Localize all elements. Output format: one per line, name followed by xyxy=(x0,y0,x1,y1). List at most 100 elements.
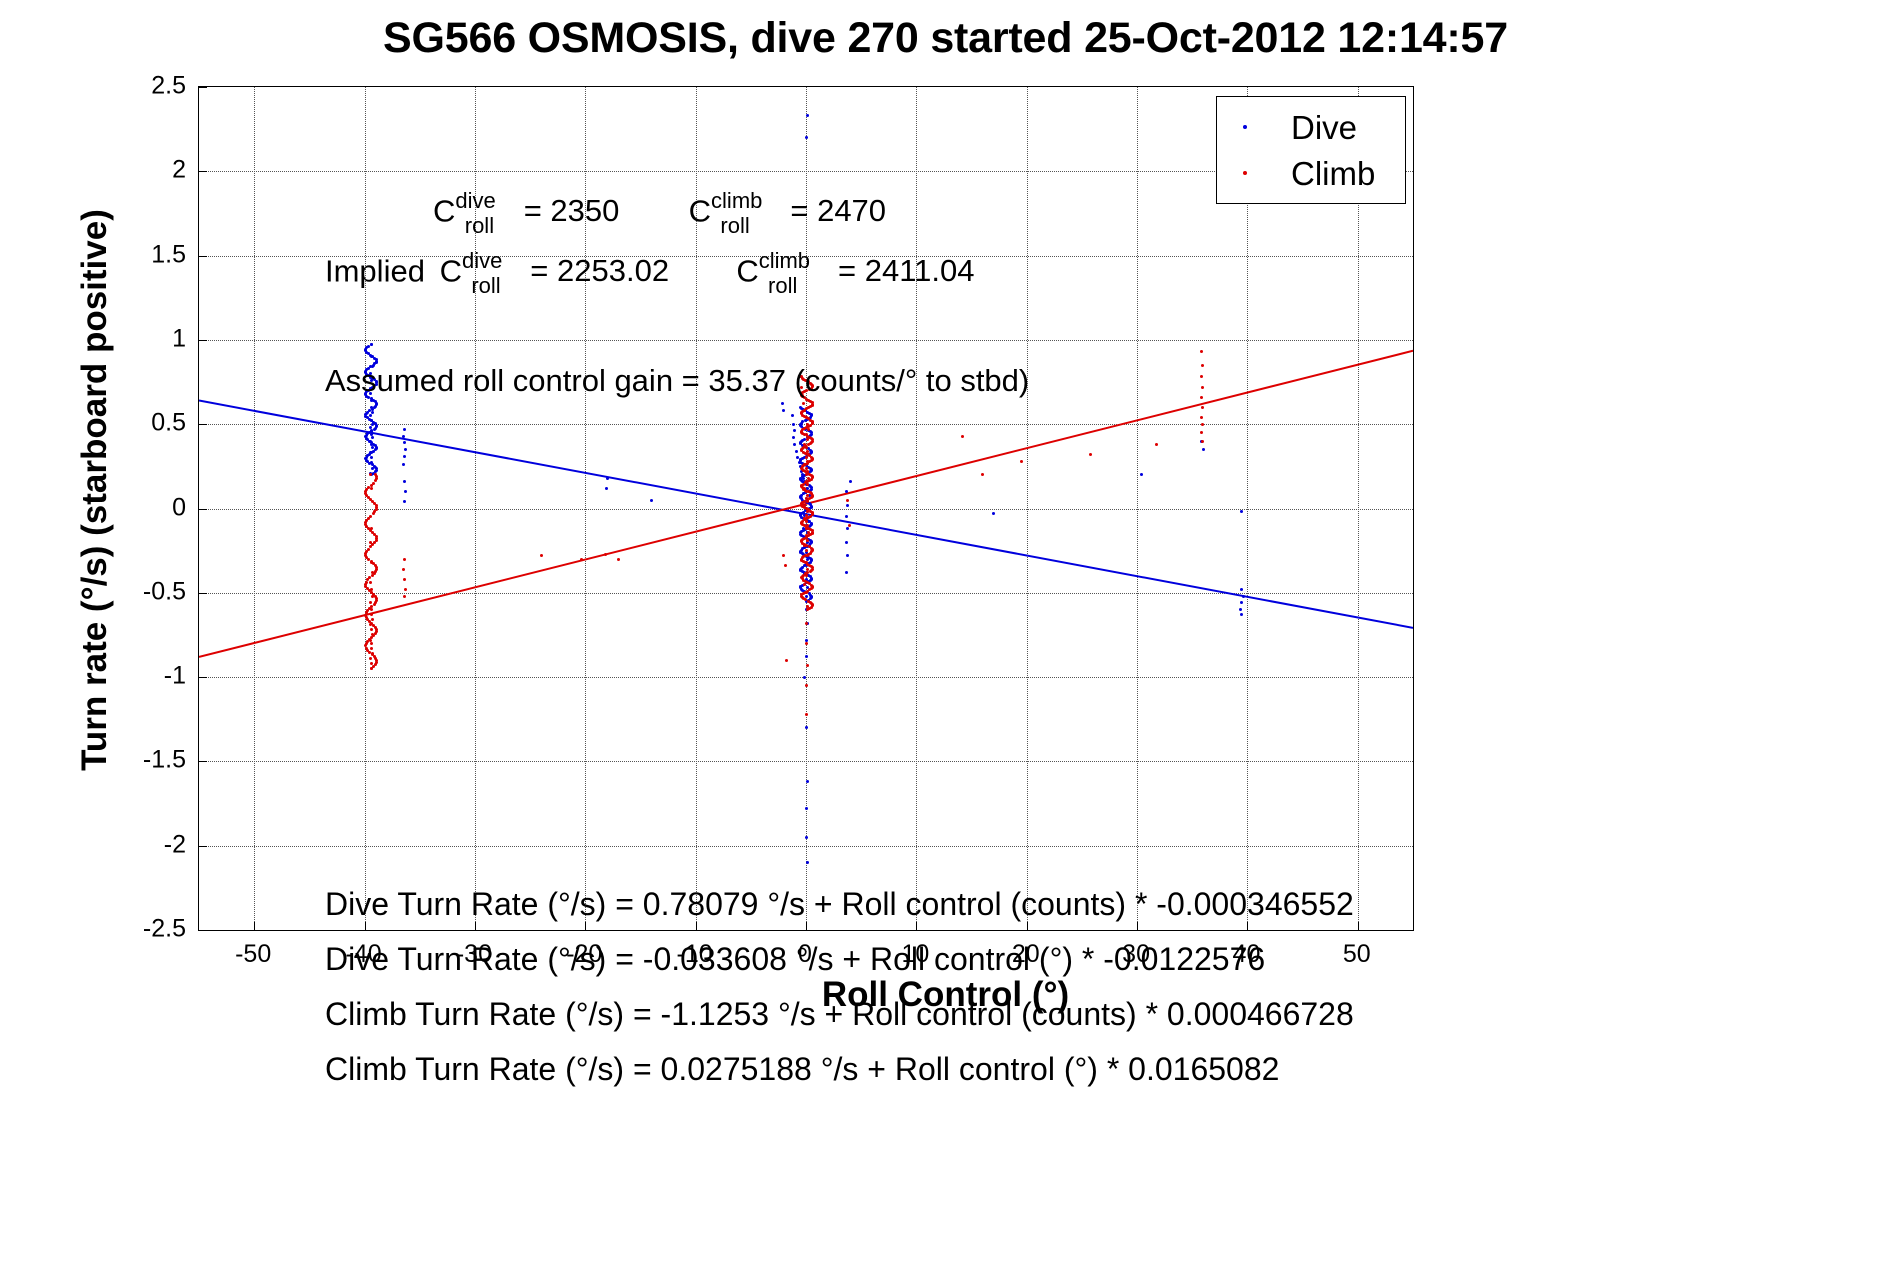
scatter-point-climb xyxy=(810,419,814,423)
scatter-point-climb xyxy=(811,567,815,571)
scatter-point-climb xyxy=(810,382,814,386)
scatter-point-climb xyxy=(801,432,805,436)
scatter-point-dive xyxy=(374,404,378,408)
scatter-point-climb xyxy=(805,539,809,543)
scatter-point-climb xyxy=(804,466,808,470)
scatter-point-dive xyxy=(372,406,376,410)
scatter-point-climb xyxy=(806,599,810,603)
scatter-point-climb xyxy=(805,434,809,438)
scatter-point-climb xyxy=(374,566,378,570)
legend-item-climb[interactable]: Climb xyxy=(1217,150,1405,196)
scatter-point-dive xyxy=(366,388,370,392)
scatter-point-climb xyxy=(373,479,377,483)
scatter-point-climb xyxy=(805,459,809,463)
x-tick-label: -50 xyxy=(235,940,272,968)
scatter-point-dive xyxy=(365,390,369,394)
scatter-point-dive xyxy=(809,575,812,579)
scatter-point-climb xyxy=(803,462,807,466)
scatter-point-climb xyxy=(802,427,806,431)
scatter-point-climb xyxy=(1199,350,1203,354)
scatter-point-climb xyxy=(802,408,806,412)
scatter-point-dive xyxy=(1239,608,1243,612)
scatter-point-dive xyxy=(365,438,369,442)
scatter-point-climb xyxy=(364,611,368,615)
scatter-point-climb xyxy=(374,660,378,664)
scatter-point-climb xyxy=(805,480,809,484)
scatter-point-climb xyxy=(801,391,805,395)
scatter-point-climb xyxy=(372,623,376,627)
scatter-point-climb xyxy=(805,510,809,514)
scatter-point-climb xyxy=(809,565,813,569)
scatter-point-climb xyxy=(805,449,809,453)
scatter-point-dive xyxy=(992,512,996,516)
scatter-point-climb xyxy=(800,557,804,561)
scatter-point-climb xyxy=(364,553,368,557)
scatter-point-dive xyxy=(799,587,803,591)
scatter-point-climb xyxy=(800,376,804,380)
scatter-point-dive xyxy=(802,476,806,480)
scatter-point-climb xyxy=(846,498,850,502)
scatter-point-dive xyxy=(808,448,812,452)
scatter-point-climb xyxy=(369,646,373,650)
scatter-point-climb xyxy=(374,539,378,543)
scatter-point-climb xyxy=(800,385,804,389)
scatter-point-dive xyxy=(374,444,378,448)
scatter-point-climb xyxy=(809,605,813,609)
scatter-point-dive xyxy=(368,471,372,475)
scatter-point-climb xyxy=(811,530,815,534)
scatter-point-dive xyxy=(1140,473,1143,477)
scatter-point-climb xyxy=(369,527,373,531)
scatter-point-climb xyxy=(805,604,809,608)
scatter-point-dive xyxy=(372,442,376,446)
legend-climb-label: Climb xyxy=(1291,154,1376,192)
scatter-point-dive xyxy=(369,461,373,465)
scatter-point-dive xyxy=(374,426,378,430)
scatter-point-dive xyxy=(364,458,368,462)
scatter-point-climb xyxy=(806,461,810,465)
scatter-point-dive xyxy=(365,394,369,398)
scatter-point-dive xyxy=(804,136,808,140)
scatter-point-dive xyxy=(369,378,373,382)
scatter-point-climb xyxy=(804,549,808,553)
scatter-point-dive xyxy=(369,432,373,436)
scatter-point-dive xyxy=(375,359,379,363)
scatter-point-dive xyxy=(370,451,374,455)
scatter-point-dive xyxy=(365,372,369,376)
scatter-point-climb xyxy=(375,627,379,631)
scatter-point-climb xyxy=(802,597,806,601)
legend-item-dive[interactable]: Dive xyxy=(1217,104,1405,150)
scatter-point-climb xyxy=(802,518,806,522)
scatter-point-climb xyxy=(810,583,814,587)
scatter-point-dive xyxy=(806,519,810,523)
scatter-point-dive xyxy=(807,574,811,578)
scatter-point-dive xyxy=(804,550,808,554)
scatter-point-climb xyxy=(372,654,376,658)
scatter-point-climb xyxy=(808,582,812,586)
scatter-point-climb xyxy=(800,503,804,507)
scatter-point-climb xyxy=(808,563,812,567)
scatter-point-climb xyxy=(810,510,814,514)
scatter-point-climb xyxy=(803,433,807,437)
scatter-point-dive xyxy=(375,445,379,449)
y-tick-label: -2.5 xyxy=(142,914,186,943)
scatter-point-climb xyxy=(808,551,812,555)
scatter-point-climb xyxy=(809,423,813,427)
scatter-point-climb xyxy=(368,601,372,605)
scatter-point-dive xyxy=(805,540,809,544)
scatter-point-climb xyxy=(367,557,371,561)
scatter-point-climb xyxy=(782,554,786,558)
x-tickmark xyxy=(695,922,697,930)
scatter-point-climb xyxy=(804,553,808,557)
scatter-point-dive xyxy=(1240,601,1244,605)
scatter-point-dive xyxy=(801,498,805,502)
scatter-point-dive xyxy=(370,410,374,414)
scatter-point-climb xyxy=(802,445,806,449)
y-tick-label: -1.5 xyxy=(142,745,186,774)
scatter-point-climb xyxy=(800,466,804,470)
scatter-point-climb xyxy=(806,476,810,480)
scatter-point-climb xyxy=(365,586,369,590)
scatter-point-dive xyxy=(804,594,808,598)
scatter-point-climb xyxy=(807,398,811,402)
scatter-point-dive xyxy=(805,418,809,422)
scatter-point-dive xyxy=(795,456,799,460)
